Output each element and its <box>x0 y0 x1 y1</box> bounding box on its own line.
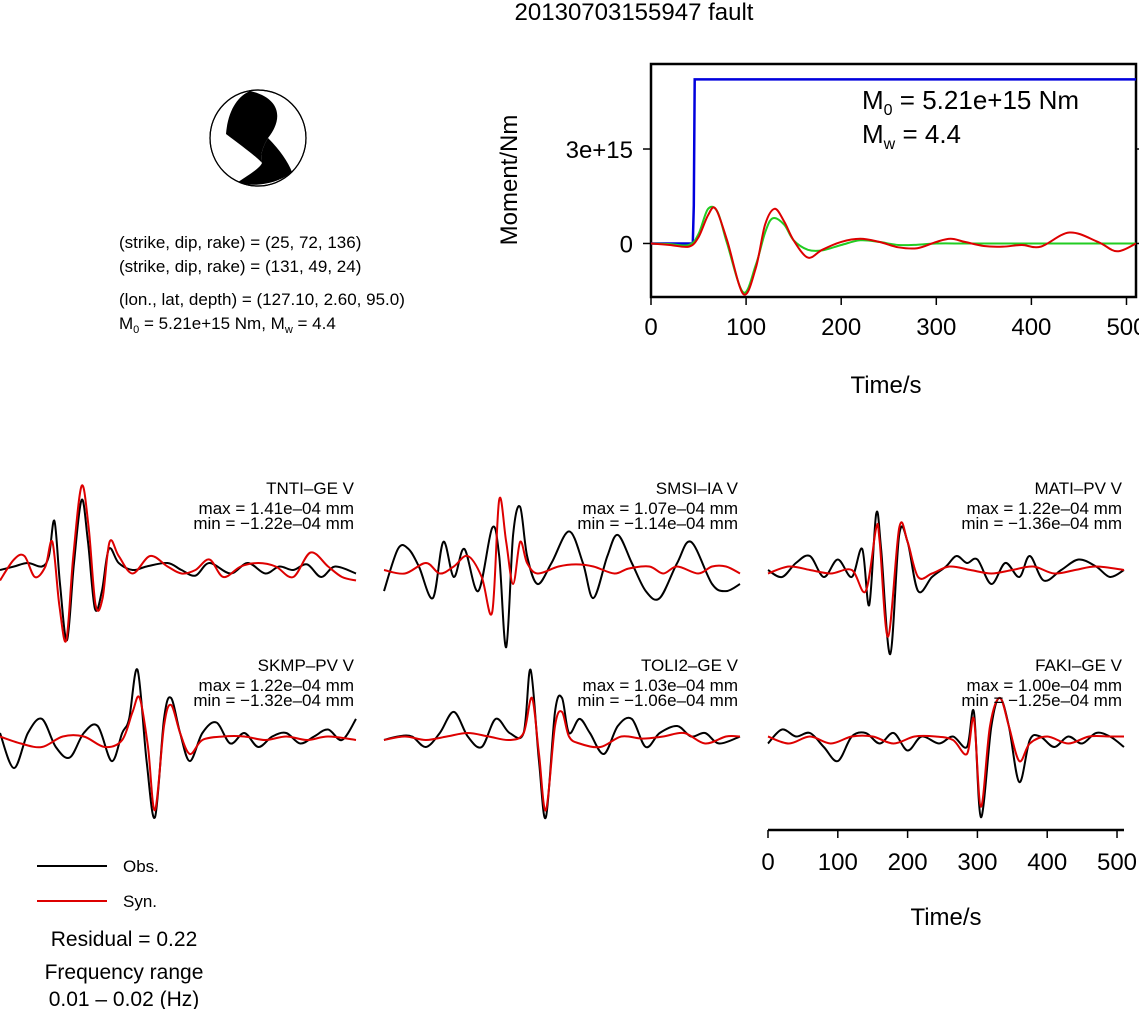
station-max: max = 1.22e–04 mm <box>967 499 1122 518</box>
moment-x-tick-label-1: 100 <box>726 314 766 341</box>
station-max: max = 1.03e–04 mm <box>583 676 738 695</box>
waveform-x-tick-label-2: 200 <box>888 849 928 876</box>
waveform-x-tick-label-3: 300 <box>957 849 997 876</box>
legend: Obs. Syn. <box>37 857 159 911</box>
frequency-range-label: Frequency range <box>45 961 204 984</box>
station-min: min = −1.14e–04 mm <box>577 514 738 533</box>
nodal-plane-1: (strike, dip, rake) = (25, 72, 136) <box>119 233 361 252</box>
frequency-range-value: 0.01 – 0.02 (Hz) <box>49 988 200 1009</box>
synthetic-waveform <box>0 484 357 643</box>
station-label: MATI–PV V <box>1034 479 1122 498</box>
mechanism-info: (strike, dip, rake) = (25, 72, 136) (str… <box>119 233 405 336</box>
observed-waveform <box>383 668 741 820</box>
synthetic-waveform <box>767 696 1124 808</box>
nodal-plane-2: (strike, dip, rake) = (131, 49, 24) <box>119 257 361 276</box>
event-location: (lon., lat, depth) = (127.10, 2.60, 95.0… <box>119 290 405 309</box>
synthetic-waveform <box>767 521 1125 638</box>
station-label: TOLI2–GE V <box>641 656 739 675</box>
legend-obs-label: Obs. <box>123 857 159 876</box>
moment-plot-frame <box>649 62 1138 299</box>
observed-waveform <box>383 505 741 649</box>
station-label: SKMP–PV V <box>258 656 355 675</box>
waveform-x-axis-label: Time/s <box>910 904 981 931</box>
station-min: min = −1.06e–04 mm <box>577 691 738 710</box>
moment-series-group <box>650 78 1137 296</box>
beachball <box>209 89 307 187</box>
station-label: SMSI–IA V <box>656 479 739 498</box>
moment-axis-ticks: 0 100 200 300 400 500 0 3e+15 <box>566 137 1139 341</box>
waveform-time-axis: Time/s 0 100 200 300 400 500 <box>761 828 1137 931</box>
figure-title: 20130703155947 fault <box>515 0 754 26</box>
observed-waveform <box>0 498 357 642</box>
station-min: min = −1.25e–04 mm <box>961 691 1122 710</box>
moment-x-tick-label-0: 0 <box>644 314 657 341</box>
waveform-x-tick-label-1: 100 <box>818 849 858 876</box>
observed-waveform <box>0 668 357 819</box>
event-magnitude: M0 = 5.21e+15 Nm, Mw = 4.4 <box>119 314 336 336</box>
station-label: FAKI–GE V <box>1035 656 1123 675</box>
station-max: max = 1.41e–04 mm <box>199 499 354 518</box>
waveform-x-tick-label-5: 500 <box>1097 849 1137 876</box>
moment-x-axis-label: Time/s <box>850 372 921 399</box>
synthetic-waveform <box>383 496 741 616</box>
station-min: min = −1.36e–04 mm <box>961 514 1122 533</box>
moment-series-2 <box>650 206 1137 296</box>
moment-x-tick-label-2: 200 <box>821 314 861 341</box>
moment-annotation-m0: M0 = 5.21e+15 Nm <box>862 85 1079 119</box>
station-max: max = 1.00e–04 mm <box>967 676 1122 695</box>
station-max: max = 1.22e–04 mm <box>199 676 354 695</box>
moment-plot: 010020030040050003e+15 M0 = 5.21e+15 Nm … <box>496 62 1139 399</box>
synthetic-waveform <box>383 696 741 812</box>
legend-syn-label: Syn. <box>123 892 157 911</box>
station-min: min = −1.22e–04 mm <box>193 514 354 533</box>
moment-y-axis-label: Moment/Nm <box>496 115 523 246</box>
observed-waveform <box>767 696 1125 819</box>
residual-value: Residual = 0.22 <box>51 928 198 951</box>
station-max: max = 1.07e–04 mm <box>583 499 738 518</box>
station-label: TNTI–GE V <box>266 479 355 498</box>
station-min: min = −1.32e–04 mm <box>193 691 354 710</box>
waveform-x-tick-label-0: 0 <box>761 849 774 876</box>
moment-y-tick-label-1: 3e+15 <box>566 137 633 164</box>
moment-y-tick-label-0: 0 <box>620 231 633 258</box>
moment-x-tick-label-3: 300 <box>916 314 956 341</box>
moment-annotation-mw: Mw = 4.4 <box>862 119 961 153</box>
waveform-x-tick-label-4: 400 <box>1027 849 1067 876</box>
moment-series-0 <box>651 78 1136 245</box>
synthetic-waveform <box>0 695 357 812</box>
observed-waveform <box>767 510 1125 656</box>
moment-x-tick-label-5: 500 <box>1106 314 1139 341</box>
moment-series-1 <box>650 205 1137 294</box>
moment-x-tick-label-4: 400 <box>1011 314 1051 341</box>
